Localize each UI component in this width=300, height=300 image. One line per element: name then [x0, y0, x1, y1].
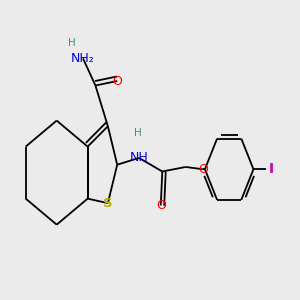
Text: I: I [269, 162, 274, 176]
Text: H: H [134, 128, 141, 138]
Text: H: H [68, 38, 76, 47]
Text: NH: NH [130, 152, 148, 164]
Text: O: O [112, 74, 122, 88]
Text: O: O [156, 199, 166, 212]
Text: NH₂: NH₂ [71, 52, 95, 65]
Text: S: S [103, 197, 113, 210]
Text: O: O [198, 163, 208, 176]
